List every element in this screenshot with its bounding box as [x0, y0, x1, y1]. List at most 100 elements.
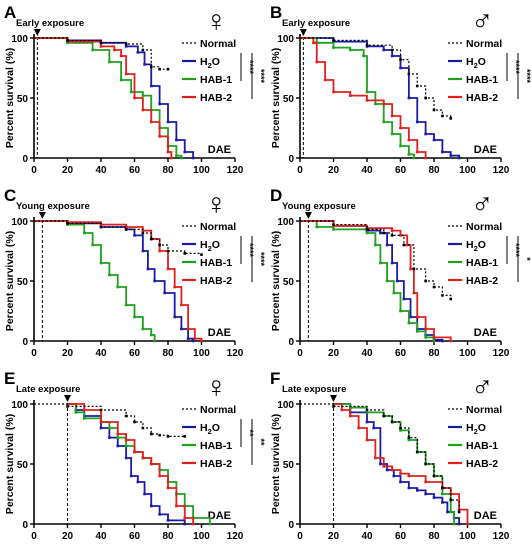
data-point-h2o [116, 444, 120, 448]
x-axis-label: DAE [474, 510, 497, 522]
y-tick-label: 50 [17, 94, 29, 105]
exposure-arrow-icon [299, 29, 307, 36]
data-point-h2o [432, 496, 436, 499]
x-tick-label: 0 [31, 531, 37, 542]
data-point-normal [432, 285, 436, 289]
data-point-hab2 [191, 522, 195, 526]
data-point-normal [133, 420, 136, 424]
data-point-normal [432, 108, 436, 112]
data-point-hab2 [173, 285, 176, 289]
data-point-hab2 [119, 54, 123, 58]
data-point-h2o [124, 456, 128, 460]
x-tick-label: 20 [62, 348, 74, 359]
data-point-hab1 [374, 102, 377, 106]
significance-stars: ** [245, 429, 255, 437]
data-point-hab2 [312, 41, 315, 45]
data-point-hab1 [385, 279, 389, 283]
exposure-arrow-icon [304, 212, 312, 219]
x-axis-label: DAE [474, 327, 497, 339]
x-tick-label: 100 [193, 531, 210, 542]
exposure-arrow-icon [330, 395, 337, 402]
data-point-hab1 [379, 261, 382, 265]
x-axis-label: DAE [208, 510, 231, 522]
data-point-hab2 [424, 156, 427, 160]
data-point-h2o [158, 102, 161, 106]
legend-label-h2o: H2O [200, 422, 220, 436]
panel-label: D [270, 186, 282, 205]
data-point-hab1 [399, 309, 402, 313]
data-point-hab2 [382, 465, 386, 468]
data-point-h2o [141, 249, 145, 253]
data-point-normal [183, 252, 187, 255]
sex-symbol: ♀ [205, 371, 228, 404]
data-point-hab1 [129, 90, 133, 94]
data-point-normal [166, 435, 170, 438]
x-tick-label: 20 [328, 165, 340, 176]
series-line-normal [34, 220, 203, 255]
data-point-hab2 [405, 243, 409, 247]
data-point-hab1 [124, 444, 128, 448]
x-tick-label: 40 [361, 165, 373, 176]
data-point-hab2 [323, 78, 327, 82]
data-point-h2o [441, 339, 444, 343]
data-point-normal [449, 297, 453, 301]
data-point-hab1 [407, 153, 411, 156]
data-point-h2o [432, 138, 436, 142]
data-point-normal [457, 510, 461, 514]
data-point-hab1 [407, 438, 411, 442]
data-point-hab2 [407, 138, 411, 142]
panel-label: B [270, 3, 282, 22]
data-point-hab1 [432, 339, 436, 343]
legend-label-hab1: HAB-1 [466, 440, 498, 452]
data-point-hab2 [449, 339, 453, 343]
data-point-hab2 [399, 126, 402, 130]
data-point-normal [66, 405, 69, 408]
data-point-hab2 [124, 438, 128, 442]
legend-label-h2o: H2O [466, 422, 486, 436]
data-point-normal [390, 48, 394, 52]
data-point-h2o [441, 150, 444, 154]
data-point-hab1 [82, 417, 86, 420]
data-point-normal [99, 408, 103, 412]
data-point-hab2 [390, 229, 394, 232]
data-point-h2o [183, 522, 187, 526]
data-point-hab2 [315, 60, 319, 64]
x-tick-label: 80 [428, 348, 440, 359]
data-point-h2o [407, 96, 411, 100]
data-point-normal [141, 426, 145, 430]
data-point-hab2 [332, 90, 335, 94]
data-point-h2o [183, 150, 187, 154]
data-point-hab2 [166, 486, 170, 490]
data-point-hab1 [412, 156, 416, 160]
x-tick-label: 40 [95, 348, 107, 359]
data-point-normal [441, 486, 444, 490]
y-tick-label: 100 [277, 217, 294, 228]
data-point-hab2 [412, 291, 416, 295]
x-tick-label: 40 [361, 531, 373, 542]
data-point-hab1 [108, 426, 111, 430]
data-point-hab2 [399, 472, 402, 475]
significance-stars: ** [256, 438, 266, 446]
sex-symbol: ♂ [471, 371, 494, 404]
panel-label: C [4, 186, 16, 205]
data-point-hab1 [108, 60, 111, 64]
y-tick-label: 0 [288, 337, 294, 348]
exposure-label: Late exposure [282, 384, 346, 395]
y-tick-label: 50 [17, 277, 29, 288]
data-point-normal [415, 450, 419, 454]
data-point-normal [124, 228, 128, 231]
data-point-hab1 [399, 144, 402, 148]
x-tick-label: 80 [428, 165, 440, 176]
x-axis-label: DAE [208, 144, 231, 156]
data-point-hab2 [158, 135, 161, 138]
significance-stars: * [522, 257, 532, 261]
panel-label: E [4, 369, 15, 388]
data-point-hab2 [113, 48, 116, 52]
data-point-h2o [424, 492, 427, 496]
series-line-normal [300, 220, 452, 299]
x-tick-label: 100 [459, 348, 476, 359]
data-point-hab2 [390, 468, 394, 472]
legend-label-hab2: HAB-2 [200, 275, 232, 287]
